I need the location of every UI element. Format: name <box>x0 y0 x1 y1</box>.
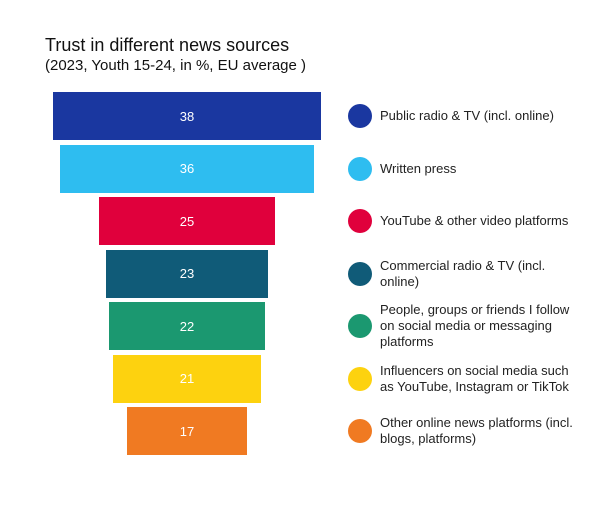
legend-item: Influencers on social media such as YouT… <box>348 363 588 395</box>
legend-label: Other online news platforms (incl. blogs… <box>380 415 573 446</box>
legend-label: People, groups or friends I follow on so… <box>380 302 570 349</box>
legend-label: Influencers on social media such as YouT… <box>380 362 569 394</box>
value-label: 22 <box>179 318 195 334</box>
funnel-bar: 23 <box>105 249 269 298</box>
funnel-bar: 22 <box>109 302 265 350</box>
funnel-bar: 25 <box>98 197 276 245</box>
value-label: 38 <box>179 108 195 124</box>
value-label: 36 <box>179 161 195 176</box>
legend-label: YouTube & other video platforms <box>380 213 569 228</box>
value-label: 23 <box>179 266 195 281</box>
legend-item: People, groups or friends I follow on so… <box>348 302 588 350</box>
legend-swatch <box>348 261 372 286</box>
legend-swatch <box>348 314 372 338</box>
funnel-bar: 21 <box>112 354 262 403</box>
legend-swatch <box>348 366 372 391</box>
chart-title: Trust in different news sources <box>45 35 290 55</box>
funnel-bar: 36 <box>60 144 314 193</box>
value-label: 25 <box>179 213 195 229</box>
chart-subtitle: (2023, Youth 15-24, in %, EU average ) <box>45 57 307 74</box>
legend-label: Written press <box>380 160 457 176</box>
legend-swatch <box>348 419 372 443</box>
funnel-bar: 38 <box>53 92 321 140</box>
legend-swatch <box>348 156 372 181</box>
legend-item: Other online news platforms (incl. blogs… <box>348 415 588 447</box>
legend-item: Commercial radio & TV (incl. online) <box>348 258 588 290</box>
legend-swatch <box>348 209 372 233</box>
value-label: 17 <box>179 423 195 439</box>
legend-item: Written press <box>348 156 588 181</box>
legend-item: YouTube & other video platforms <box>348 209 588 233</box>
legend-label: Commercial radio & TV (incl. online) <box>380 257 546 289</box>
funnel-bar: 17 <box>127 407 247 455</box>
value-label: 21 <box>179 371 195 386</box>
legend-swatch <box>348 104 372 128</box>
legend-item: Public radio & TV (incl. online) <box>348 104 588 128</box>
legend-label: Public radio & TV (incl. online) <box>380 108 554 123</box>
